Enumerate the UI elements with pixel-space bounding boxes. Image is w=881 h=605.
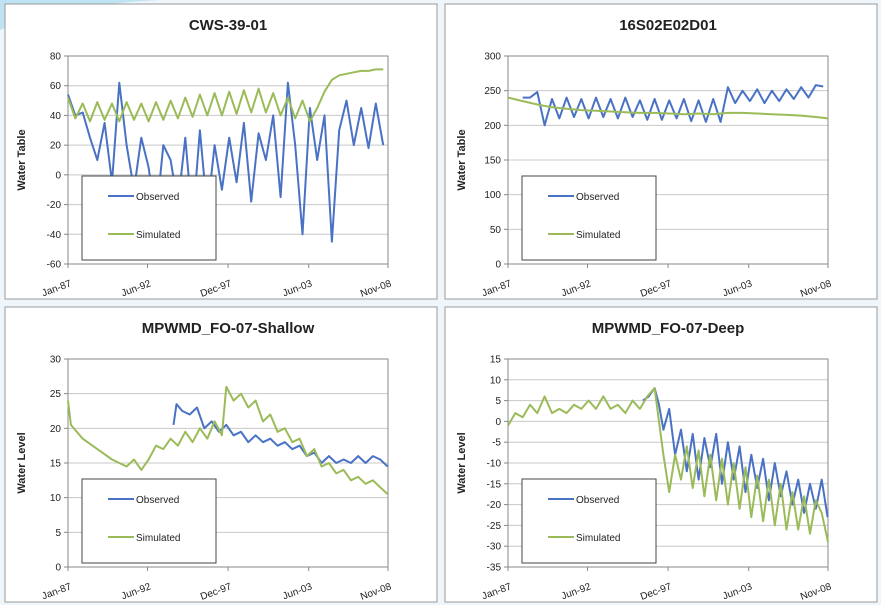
legend-label: Simulated <box>576 230 620 241</box>
legend-box <box>521 478 657 564</box>
chart-title: CWS-39-01 <box>189 17 267 34</box>
legend-label: Observed <box>576 192 619 203</box>
panel-frame <box>444 3 878 300</box>
data-line <box>522 84 824 127</box>
data-line <box>67 385 389 495</box>
y-tick-label: 0 <box>495 417 501 428</box>
legend-label: Simulated <box>136 533 180 544</box>
legend: Observed Simulated <box>521 175 657 261</box>
chart-panel: 16S02E02D01 Water Table 0 50 100 150 200 250 300… <box>444 3 878 300</box>
y-tick-label: 25 <box>50 389 62 400</box>
plot-frame <box>507 55 829 265</box>
y-tick-label: -35 <box>487 563 502 574</box>
y-tick-label: 5 <box>495 396 501 407</box>
y-tick-label: -25 <box>487 521 502 532</box>
panel-frame <box>444 306 878 603</box>
plot-frame <box>67 358 389 568</box>
legend-label: Simulated <box>136 230 180 241</box>
y-tick-label: -30 <box>487 542 502 553</box>
y-axis-label: Water Table <box>456 129 468 190</box>
y-axis-label: Water Level <box>456 432 468 493</box>
chart-title: 16S02E02D01 <box>619 17 717 34</box>
y-axis-label: Water Table <box>16 129 28 190</box>
legend-box <box>521 175 657 261</box>
y-tick-label: 0 <box>495 260 501 271</box>
data-line <box>642 387 829 518</box>
y-tick-label: 300 <box>484 52 501 63</box>
y-tick-label: 20 <box>50 424 62 435</box>
y-tick-label: -20 <box>487 500 502 511</box>
chart-panel: MPWMD_FO-07-Deep Water Level -35 -30 -25 -20 -… <box>444 306 878 603</box>
legend-box <box>81 478 217 564</box>
legend: Observed Simulated <box>521 478 657 564</box>
y-tick-label: 0 <box>55 563 61 574</box>
y-tick-label: 15 <box>50 459 62 470</box>
data-line <box>507 387 829 543</box>
y-tick-label: 30 <box>50 355 62 366</box>
data-line <box>507 96 829 120</box>
data-line <box>67 81 385 243</box>
y-tick-label: 10 <box>50 493 62 504</box>
y-tick-label: 5 <box>55 528 61 539</box>
y-tick-label: 10 <box>490 375 502 386</box>
y-tick-label: -15 <box>487 479 502 490</box>
legend-label: Observed <box>136 192 179 203</box>
y-tick-label: 60 <box>50 81 62 92</box>
y-tick-label: -40 <box>47 230 62 241</box>
panel-frame <box>4 3 438 300</box>
y-tick-label: 150 <box>484 156 501 167</box>
y-tick-label: 0 <box>55 170 61 181</box>
y-tick-label: 200 <box>484 121 501 132</box>
y-axis-label: Water Level <box>16 432 28 493</box>
y-tick-label: 80 <box>50 52 62 63</box>
y-tick-label: 50 <box>490 225 502 236</box>
data-line <box>172 403 389 468</box>
y-tick-label: -5 <box>492 438 501 449</box>
legend-label: Observed <box>576 495 619 506</box>
y-tick-label: -10 <box>487 459 502 470</box>
chart-panel: MPWMD_FO-07-Shallow Water Level 0 5 10 15 20 25… <box>4 306 438 603</box>
plot-frame <box>67 55 389 265</box>
legend-label: Simulated <box>576 533 620 544</box>
plot-frame <box>507 358 829 568</box>
legend-box <box>81 175 217 261</box>
y-tick-label: 15 <box>490 355 502 366</box>
y-tick-label: 250 <box>484 86 501 97</box>
y-tick-label: 40 <box>50 111 62 122</box>
y-tick-label: -60 <box>47 260 62 271</box>
data-line <box>67 68 384 123</box>
y-tick-label: 20 <box>50 141 62 152</box>
legend: Observed Simulated <box>81 478 217 564</box>
legend-label: Observed <box>136 495 179 506</box>
legend: Observed Simulated <box>81 175 217 261</box>
chart-title: MPWMD_FO-07-Shallow <box>142 320 315 337</box>
panel-frame <box>4 306 438 603</box>
y-tick-label: 100 <box>484 190 501 201</box>
chart-title: MPWMD_FO-07-Deep <box>592 320 745 337</box>
y-tick-label: -20 <box>47 200 62 211</box>
